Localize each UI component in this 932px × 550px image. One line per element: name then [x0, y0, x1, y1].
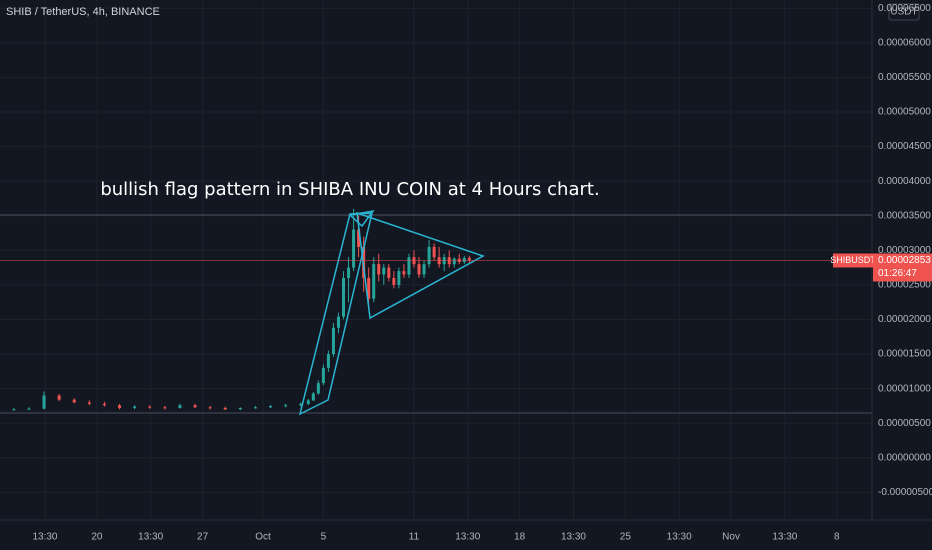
candle-body	[42, 395, 46, 409]
candle-body	[311, 393, 315, 401]
annotation: bullish flag pattern in SHIBA INU COIN a…	[100, 179, 599, 200]
candle-body	[321, 367, 325, 384]
y-tick-label: 0.00002000	[878, 314, 931, 325]
candle-body	[238, 407, 242, 410]
candle-body	[148, 406, 152, 408]
candle-body	[377, 264, 381, 275]
candle-body	[397, 271, 401, 285]
x-tick-label: 25	[620, 532, 632, 543]
candle-body	[372, 264, 376, 299]
candle-body	[402, 271, 406, 275]
y-tick-label: 0.00001000	[878, 383, 931, 394]
candle-body	[87, 402, 91, 404]
candle-body	[223, 407, 227, 410]
candle-body	[316, 383, 320, 394]
currency: USDT	[890, 7, 917, 18]
candle-body	[163, 407, 167, 409]
x-tick-label: 13:30	[138, 532, 163, 543]
candle-body	[208, 407, 212, 409]
candle-body	[392, 277, 396, 285]
x-tick-label: 13:30	[32, 532, 57, 543]
candle-body	[347, 267, 351, 278]
y-tick-label: 0.00006000	[878, 38, 931, 49]
symbol-tag-box	[833, 253, 873, 268]
candle-body	[357, 229, 361, 247]
candle-body	[336, 316, 340, 328]
y-tick-label: 0.00000500	[878, 418, 931, 429]
x-tick-label: 13:30	[667, 532, 692, 543]
x-tick-label: 13:30	[455, 532, 480, 543]
x-tick-label: Nov	[722, 532, 740, 543]
candle-body	[253, 407, 257, 409]
grid	[0, 0, 872, 520]
y-tick-label: 0.00004000	[878, 176, 931, 187]
x-tick-label: 8	[834, 532, 840, 543]
candle-body	[27, 408, 31, 410]
candle-body	[432, 246, 436, 258]
candle-body	[102, 403, 106, 406]
y-tick-label: 0.00000000	[878, 452, 931, 463]
y-tick-label: -0.00000500	[878, 487, 932, 498]
y-tick-label: 0.00005000	[878, 107, 931, 118]
candle-body	[12, 409, 16, 411]
candle-body	[452, 258, 456, 265]
flag-triangle	[356, 211, 485, 320]
x-tick-label: 11	[409, 532, 420, 543]
candle-body	[193, 405, 197, 408]
x-tick-label: Oct	[255, 532, 271, 543]
candle-body	[269, 405, 273, 408]
countdown: 01:26:47	[878, 268, 917, 279]
y-tick-label: 0.00006500	[878, 3, 931, 14]
x-tick-label: 13:30	[561, 532, 586, 543]
y-tick-label: 0.00004500	[878, 141, 931, 152]
header: SHIB / TetherUS, 4h, BINANCE	[6, 6, 160, 18]
candle-body	[427, 246, 431, 265]
price-box	[873, 253, 932, 282]
candle-body	[367, 277, 371, 299]
y-tick-label: 0.00002500	[878, 280, 931, 291]
candle-body	[118, 405, 122, 408]
candle-body	[72, 399, 76, 403]
y-tick-label: 0.00003000	[878, 245, 931, 256]
candle-body	[306, 400, 310, 404]
y-tick-label: 0.00003500	[878, 210, 931, 221]
candle-body	[352, 229, 356, 268]
last-price: 0.00002853	[878, 255, 931, 266]
candle-body	[133, 406, 137, 408]
candle-body	[407, 257, 411, 275]
candle-body	[331, 327, 335, 355]
drawings	[298, 209, 485, 416]
x-tick-label: 18	[514, 532, 526, 543]
candle-body	[422, 264, 426, 275]
x-tick-label: 27	[197, 532, 209, 543]
candle-body	[387, 267, 391, 278]
candle-body	[326, 354, 330, 368]
candle-body	[178, 405, 182, 408]
candle-body	[342, 277, 346, 317]
candle-body	[299, 403, 303, 406]
x-tick-label: 20	[91, 532, 103, 543]
candle-body	[467, 257, 471, 261]
x-tick-label: 5	[321, 532, 327, 543]
symbol-tag: SHIBUSDT	[830, 255, 876, 265]
x-tick-label: 13:30	[772, 532, 797, 543]
y-tick-label: 0.00001500	[878, 349, 931, 360]
candle-body	[382, 267, 386, 275]
currency-box	[888, 3, 920, 21]
candle-body	[57, 395, 61, 400]
candle-body	[417, 264, 421, 275]
peak-triangle	[348, 209, 375, 228]
candle-body	[462, 257, 466, 263]
y-tick-label: 0.00005500	[878, 72, 931, 83]
candle-body	[284, 405, 288, 407]
